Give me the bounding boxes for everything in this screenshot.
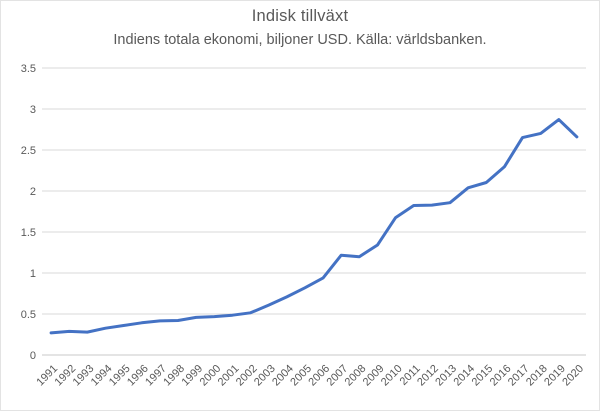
- chart-title: Indisk tillväxt: [251, 7, 349, 25]
- y-axis-tick-label: 1: [30, 268, 36, 280]
- data-series-line: [49, 118, 579, 335]
- y-axis-tick-label: 2: [30, 186, 36, 198]
- y-axis-tick-label: 3.5: [21, 63, 36, 75]
- x-axis-tick-label: 2020: [560, 363, 586, 389]
- y-axis-tick-label: 0.5: [21, 309, 36, 321]
- y-axis-tick-label: 2.5: [21, 145, 36, 157]
- chart-subtitle: Indiens totala ekonomi, biljoner USD. Kä…: [113, 32, 487, 48]
- y-axis-tick-label: 1.5: [21, 227, 36, 239]
- y-axis-tick-label: 3: [30, 104, 36, 116]
- y-axis-tick-label: 0: [30, 350, 36, 362]
